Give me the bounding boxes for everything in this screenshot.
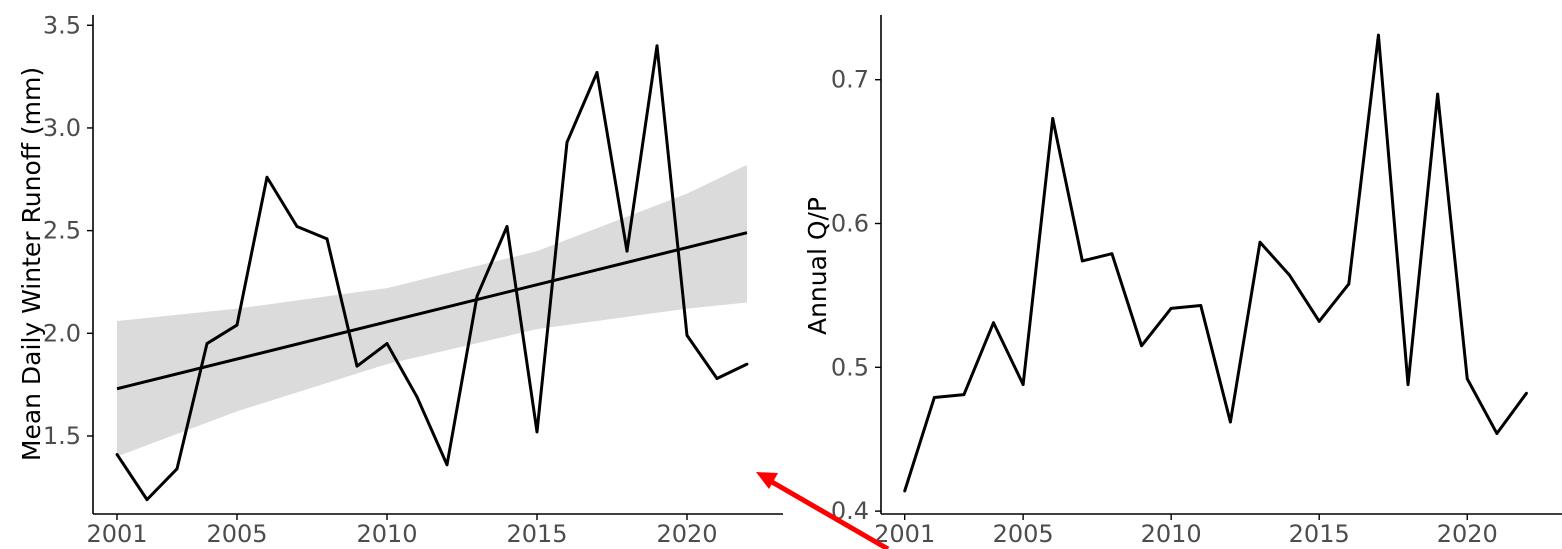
- red-arrow-annotation: [756, 472, 890, 549]
- y-tick-label: 3.5: [43, 11, 81, 39]
- data-point-2008: [325, 237, 329, 241]
- data-point-2016: [565, 140, 569, 144]
- data-point-2014: [505, 225, 509, 228]
- data-point-2002: [932, 396, 936, 399]
- data-point-2004: [205, 342, 209, 345]
- runoff-data-points: [115, 44, 749, 502]
- data-point-2017: [595, 71, 599, 74]
- qp-series-line: [903, 33, 1528, 492]
- x-tick-label: 2020: [1437, 520, 1498, 548]
- y-axis-ticks: 0.40.50.60.7: [831, 66, 881, 525]
- data-point-2008: [1110, 252, 1114, 256]
- data-point-2020: [685, 333, 689, 337]
- data-point-2005: [1021, 383, 1025, 386]
- arrow-shaft: [770, 479, 890, 549]
- data-point-2015: [535, 430, 539, 434]
- data-point-2022: [745, 362, 749, 366]
- data-point-2009: [1140, 344, 1143, 348]
- data-point-2004: [992, 321, 995, 325]
- data-point-2020: [1465, 377, 1469, 381]
- y-tick-label: 2.5: [43, 217, 81, 245]
- y-tick-label: 0.5: [831, 353, 869, 381]
- data-point-2005: [235, 323, 239, 327]
- data-point-2011: [1199, 304, 1203, 307]
- x-tick-label: 2015: [506, 520, 567, 548]
- data-point-2003: [175, 467, 179, 471]
- x-tick-label: 2010: [356, 520, 417, 548]
- y-tick-label: 0.7: [831, 66, 869, 94]
- data-point-2001: [115, 453, 119, 456]
- x-tick-label: 2001: [874, 520, 935, 548]
- qp-data-points: [903, 33, 1528, 493]
- trend-line: [116, 231, 748, 391]
- data-point-2021: [715, 377, 719, 380]
- data-point-2007: [1080, 259, 1084, 263]
- data-point-2002: [145, 498, 149, 502]
- arrow-head-icon: [756, 472, 778, 489]
- data-point-2006: [265, 175, 269, 179]
- data-point-2015: [1317, 319, 1321, 323]
- y-tick-label: 1.5: [43, 422, 81, 450]
- data-point-2018: [625, 249, 629, 253]
- data-point-2001: [903, 489, 907, 493]
- data-point-2010: [385, 342, 389, 345]
- y-axis-ticks: 1.5 2.0 2.5 3.0 3.5: [43, 11, 93, 450]
- data-point-2013: [475, 294, 479, 298]
- y-tick-label: 2.0: [43, 319, 81, 347]
- data-point-2021: [1495, 432, 1499, 435]
- data-point-2012: [1228, 420, 1232, 424]
- x-axis-ticks: 2001 2005 2010 2015 2020: [86, 514, 718, 548]
- data-point-2022: [1525, 391, 1528, 395]
- x-tick-label: 2020: [656, 520, 717, 548]
- runoff-chart-panel: 1.5 2.0 2.5 3.0 3.5 2001 2005 2010 2015 2020 Mea…: [17, 11, 783, 548]
- x-tick-label: 2015: [1289, 520, 1350, 548]
- data-point-2003: [962, 393, 966, 397]
- runoff-series-line: [115, 44, 748, 502]
- data-point-2019: [1436, 92, 1440, 96]
- qp-chart-panel: 0.40.50.60.7 2001 2005 2010 2015 2020 Annual…: [803, 15, 1562, 548]
- x-tick-label: 2001: [86, 520, 147, 548]
- data-point-2006: [1051, 117, 1055, 120]
- x-axis-ticks: 2001 2005 2010 2015 2020: [874, 514, 1498, 548]
- x-tick-label: 2010: [1141, 520, 1202, 548]
- x-tick-label: 2005: [993, 520, 1054, 548]
- data-point-2007: [295, 225, 299, 228]
- data-point-2011: [415, 395, 419, 399]
- data-point-2012: [445, 463, 449, 467]
- y-axis-title: Annual Q/P: [803, 197, 832, 335]
- data-point-2019: [655, 44, 659, 48]
- y-tick-label: 3.0: [43, 114, 81, 142]
- data-point-2016: [1347, 282, 1351, 286]
- data-point-2013: [1258, 240, 1262, 244]
- data-point-2017: [1377, 33, 1380, 37]
- data-point-2014: [1288, 273, 1291, 277]
- x-tick-label: 2005: [206, 520, 267, 548]
- y-axis-title: Mean Daily Winter Runoff (mm): [17, 67, 46, 461]
- data-point-2009: [355, 364, 359, 368]
- data-point-2018: [1406, 383, 1410, 386]
- y-tick-label: 0.6: [831, 210, 869, 238]
- data-point-2010: [1169, 306, 1173, 310]
